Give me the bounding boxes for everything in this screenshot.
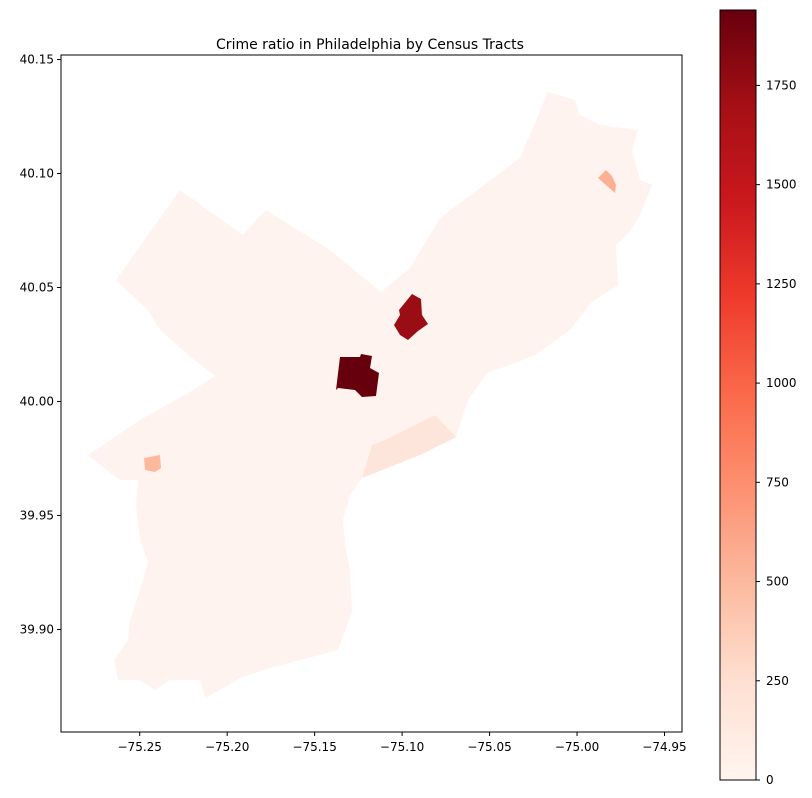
colorbar-tick-label: 500 <box>766 575 789 589</box>
tract-northeast-value <box>598 170 616 193</box>
colorbar-tick-label: 1750 <box>766 78 797 92</box>
colorbar-tick-label: 1000 <box>766 376 797 390</box>
y-tick-label: 39.95 <box>20 508 54 522</box>
chart-title: Crime ratio in Philadelphia by Census Tr… <box>216 37 524 53</box>
colorbar-tick-label: 0 <box>766 773 774 787</box>
colorbar-axis: 0 250 500 750 1000 1250 1500 1750 <box>756 78 797 787</box>
colorbar-tick-label: 250 <box>766 674 789 688</box>
x-tick-label: −75.00 <box>555 740 599 754</box>
plot-frame <box>60 54 683 733</box>
tract-west-value <box>144 455 161 472</box>
map-plot-area <box>88 92 652 698</box>
y-tick-label: 40.00 <box>20 394 54 408</box>
x-axis: −75.25 −75.20 −75.15 −75.10 −75.05 −75.00 −74.… <box>118 732 687 754</box>
x-tick-label: −74.95 <box>642 740 686 754</box>
x-tick-label: −75.15 <box>292 740 336 754</box>
y-tick-label: 39.90 <box>20 622 54 636</box>
y-axis: 39.90 39.95 40.00 40.05 40.10 40.15 <box>20 53 61 636</box>
tract-highest-value <box>336 354 379 397</box>
y-tick-label: 40.15 <box>20 53 54 67</box>
x-tick-label: −75.25 <box>118 740 162 754</box>
tract-second-value <box>394 294 428 340</box>
colorbar <box>719 9 757 781</box>
x-tick-label: −75.20 <box>205 740 249 754</box>
colorbar-tick-label: 750 <box>766 475 789 489</box>
y-tick-label: 40.05 <box>20 281 54 295</box>
colorbar-tick-label: 1250 <box>766 277 797 291</box>
x-tick-label: −75.10 <box>380 740 424 754</box>
tract-low-value <box>362 415 456 478</box>
y-tick-label: 40.10 <box>20 167 54 181</box>
x-tick-label: −75.05 <box>467 740 511 754</box>
colorbar-tick-label: 1500 <box>766 178 797 192</box>
